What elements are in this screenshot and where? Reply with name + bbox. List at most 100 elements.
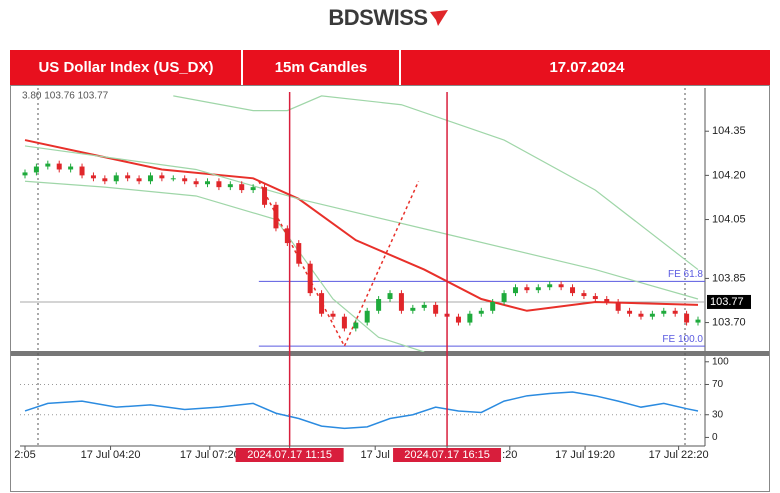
indicator-area bbox=[20, 383, 705, 430]
marker-label-box bbox=[393, 448, 502, 462]
candle-body bbox=[170, 178, 176, 180]
candle-body bbox=[273, 204, 279, 229]
candle-body bbox=[330, 313, 336, 317]
candle-body bbox=[455, 316, 461, 323]
candle-body bbox=[376, 299, 382, 311]
candle-body bbox=[421, 304, 427, 308]
candle-body bbox=[45, 163, 51, 167]
candle-body bbox=[615, 301, 621, 311]
candle-body bbox=[684, 313, 690, 323]
plot-area bbox=[20, 95, 705, 352]
date: 17.07.2024 bbox=[549, 59, 625, 76]
projection bbox=[258, 180, 420, 348]
candle-body bbox=[68, 166, 74, 170]
timeframe: 15m Candles bbox=[275, 59, 368, 76]
x-tick-label: 17 Jul bbox=[361, 449, 390, 461]
line-series bbox=[24, 180, 425, 352]
y-tick-label: 104.20 bbox=[712, 169, 746, 181]
x-tick-label: :20 bbox=[502, 449, 517, 461]
candle-body bbox=[535, 287, 541, 291]
info-text: 3.80 103.76 103.77 bbox=[22, 91, 109, 102]
indicator-tick-label: 100 bbox=[712, 356, 729, 367]
candle-body bbox=[661, 310, 667, 314]
candle-body bbox=[490, 301, 496, 311]
candle-body bbox=[113, 175, 119, 182]
indicator-line bbox=[24, 391, 699, 430]
candle-body bbox=[79, 166, 85, 176]
candle-body bbox=[398, 293, 404, 311]
x-tick-label: 2024.07.17 11:15 bbox=[247, 449, 332, 461]
candle-body bbox=[90, 175, 96, 179]
candle-body bbox=[649, 313, 655, 317]
x-tick-label: 17 Jul 04:20 bbox=[81, 449, 141, 461]
candle-body bbox=[193, 181, 199, 185]
line-series bbox=[173, 95, 699, 271]
candle-body bbox=[250, 187, 256, 191]
indicator-tick-label: 30 bbox=[712, 409, 724, 420]
logo-swoosh bbox=[430, 10, 448, 26]
candle-body bbox=[558, 284, 564, 288]
candle-body bbox=[478, 310, 484, 314]
marker-label-box bbox=[235, 448, 344, 462]
x-tick-label: 17 Jul 07:20 bbox=[180, 449, 240, 461]
candle-body bbox=[125, 175, 131, 179]
candle-body bbox=[512, 287, 518, 294]
candle-body bbox=[604, 299, 610, 302]
fibo-label: FE 61.8 bbox=[668, 269, 703, 280]
candle-body bbox=[387, 293, 393, 300]
candle-body bbox=[501, 293, 507, 302]
candle-body bbox=[695, 319, 701, 323]
candle-body bbox=[672, 310, 678, 314]
candle-body bbox=[592, 296, 598, 300]
candle-body bbox=[147, 175, 153, 182]
candle-body bbox=[307, 263, 313, 294]
fibo-label: FE 100.0 bbox=[662, 334, 703, 345]
candle-body bbox=[627, 310, 633, 314]
candle-body bbox=[570, 287, 576, 294]
candle-body bbox=[433, 304, 439, 314]
frame bbox=[10, 85, 770, 492]
candle-body bbox=[136, 178, 142, 182]
current-price-label: 103.77 bbox=[710, 296, 744, 308]
candle-body bbox=[341, 316, 347, 329]
x-tick-label: 17 Jul 19:20 bbox=[555, 449, 615, 461]
indicator-tick-label: 0 bbox=[712, 432, 718, 443]
candle-body bbox=[22, 172, 28, 176]
candle-body bbox=[262, 187, 268, 205]
candle-body bbox=[353, 322, 359, 329]
current-price-tag bbox=[707, 294, 751, 309]
y-tick-label: 103.85 bbox=[712, 272, 746, 284]
candle-body bbox=[410, 307, 416, 311]
candle-body bbox=[581, 293, 587, 297]
indicator-tick-label: 70 bbox=[712, 379, 724, 390]
line-series bbox=[24, 139, 699, 312]
candle-body bbox=[216, 181, 222, 188]
candle-body bbox=[319, 293, 325, 314]
candle-body bbox=[467, 313, 473, 323]
x-tick-label: 2024.07.17 16:15 bbox=[404, 449, 490, 461]
instrument: US Dollar Index (US_DX) bbox=[38, 59, 213, 76]
y-tick-label: 104.35 bbox=[712, 125, 746, 137]
x-tick-label: 2:05 bbox=[14, 449, 35, 461]
candle-body bbox=[182, 178, 188, 182]
pane-separator bbox=[11, 351, 769, 356]
candle-body bbox=[205, 181, 211, 185]
candle-body bbox=[239, 184, 245, 191]
line-series bbox=[24, 145, 699, 300]
candle-body bbox=[56, 163, 62, 170]
candle-body bbox=[102, 178, 108, 182]
candle-body bbox=[33, 166, 39, 173]
candle-body bbox=[284, 228, 290, 244]
header-bar bbox=[10, 50, 770, 85]
y-tick-label: 103.70 bbox=[712, 316, 746, 328]
candle-body bbox=[638, 313, 644, 317]
candle-body bbox=[524, 287, 530, 291]
candle-body bbox=[296, 243, 302, 264]
candle-body bbox=[547, 284, 553, 288]
candle-body bbox=[227, 184, 233, 188]
x-tick-label: 17 Jul 22:20 bbox=[649, 449, 709, 461]
candle-body bbox=[364, 310, 370, 323]
brand-logo: BDSWISS bbox=[328, 5, 427, 30]
y-tick-label: 104.05 bbox=[712, 213, 746, 225]
